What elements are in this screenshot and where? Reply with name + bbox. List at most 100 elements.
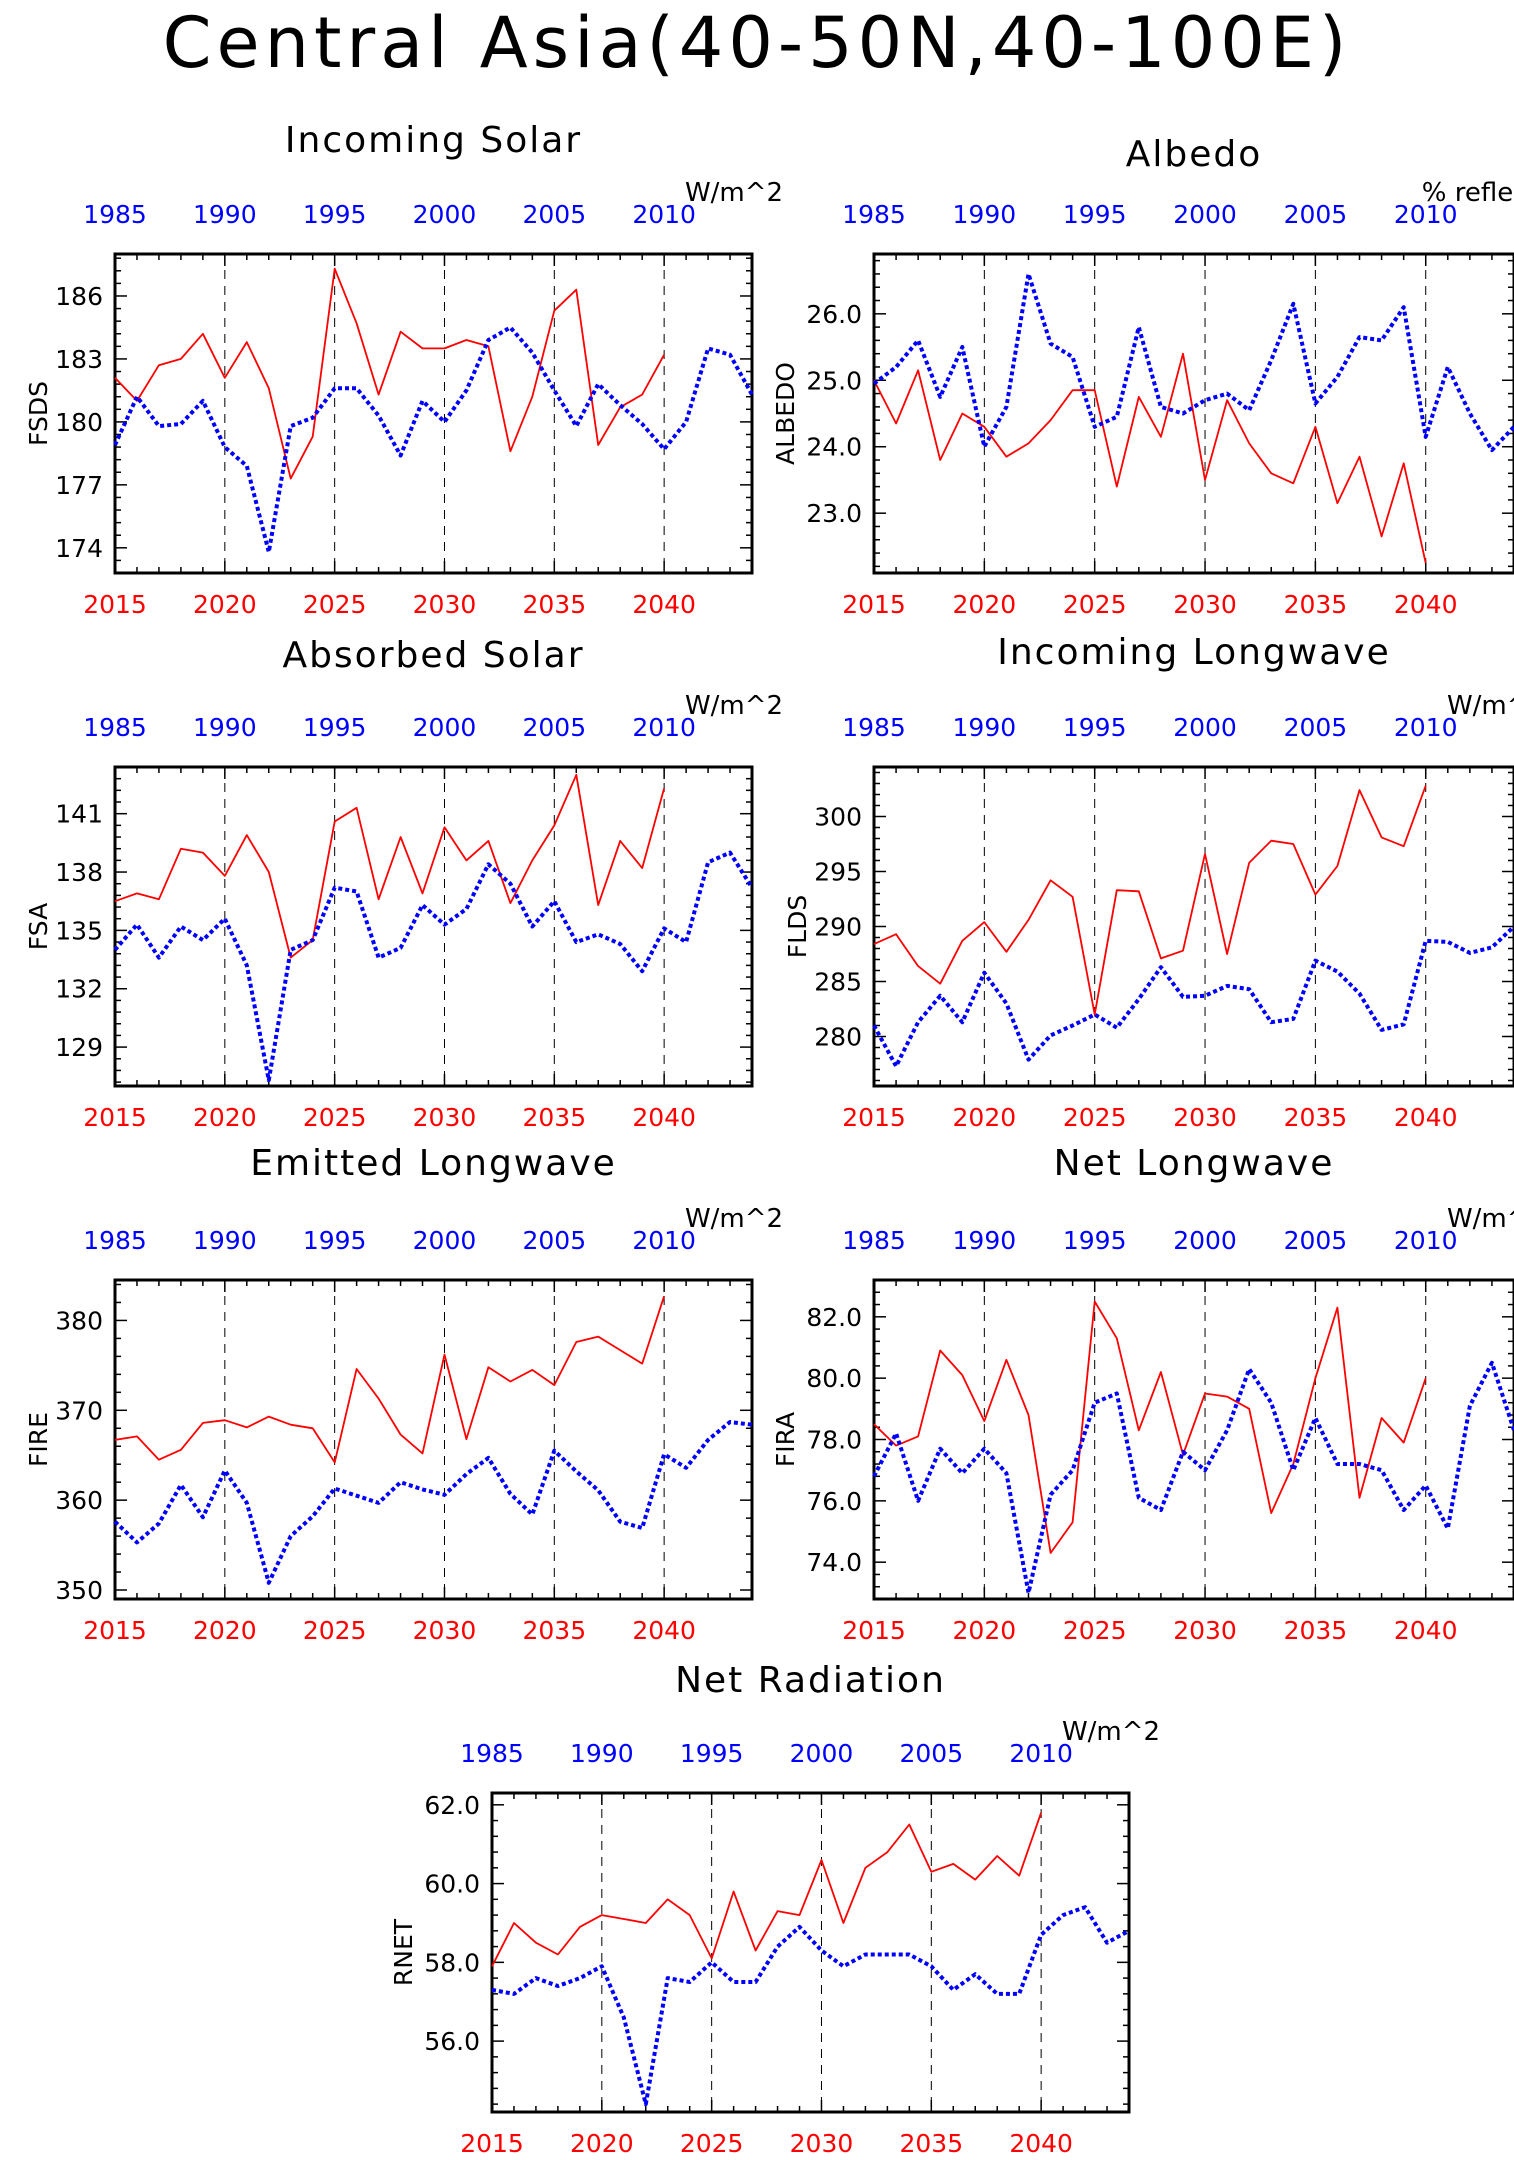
historical-series-line [872, 1360, 1514, 1595]
x-top-tick-label: 2010 [1394, 1226, 1458, 1255]
y-tick-label: 24.0 [806, 433, 862, 462]
plot-frame [872, 1278, 1514, 1601]
x-top-tick-label: 2000 [1173, 713, 1237, 742]
y-tick-label: 280 [814, 1023, 862, 1052]
x-top-tick-label: 1995 [303, 200, 367, 229]
x-bottom-tick-label: 2040 [1394, 1103, 1458, 1132]
x-bottom-tick-label: 2025 [303, 1103, 367, 1132]
units-label: W/m^2 [685, 691, 783, 721]
y-axis-label: FIRA [771, 1412, 800, 1467]
y-tick-label: 370 [55, 1396, 103, 1425]
panel-incoming-solar: Incoming Solar W/m^2 174 177 180 183 186 FSDS 20… [24, 120, 783, 619]
x-bottom-tick-label: 2020 [570, 2129, 634, 2158]
x-top-tick-label: 1995 [1063, 200, 1127, 229]
future-series-line [491, 1812, 1042, 1967]
y-axis-label: FSDS [24, 381, 53, 446]
y-tick-label: 26.0 [806, 300, 862, 329]
x-top-tick-label: 1990 [953, 1226, 1017, 1255]
y-tick-label: 58.0 [424, 1948, 480, 1977]
panel-title: Net Longwave [1054, 1143, 1335, 1184]
y-axis-label: RNET [389, 1918, 418, 1986]
y-tick-label: 25.0 [806, 366, 862, 395]
x-bottom-tick-label: 2025 [1063, 1616, 1127, 1645]
y-tick-label: 186 [55, 282, 103, 311]
x-top-tick-label: 1995 [303, 713, 367, 742]
y-axis-label: FIRE [24, 1412, 53, 1467]
panel-title: Albedo [1126, 134, 1263, 175]
y-tick-label: 295 [814, 858, 862, 887]
x-bottom-tick-label: 2030 [1173, 1103, 1237, 1132]
x-bottom-tick-label: 2025 [303, 590, 367, 619]
y-tick-label: 177 [55, 471, 103, 500]
historical-series-line [872, 271, 1514, 453]
future-series-line [114, 773, 665, 959]
y-tick-label: 290 [814, 913, 862, 942]
y-tick-label: 78.0 [806, 1426, 862, 1455]
x-bottom-tick-label: 2035 [522, 590, 586, 619]
x-top-tick-label: 1985 [83, 200, 147, 229]
y-tick-label: 300 [814, 803, 862, 832]
x-bottom-tick-label: 2035 [1284, 590, 1348, 619]
y-tick-label: 62.0 [424, 1791, 480, 1820]
x-top-tick-label: 2005 [522, 1226, 586, 1255]
x-bottom-tick-label: 2020 [953, 1616, 1017, 1645]
x-bottom-tick-label: 2015 [83, 590, 147, 619]
x-top-tick-label: 1990 [570, 1739, 634, 1768]
y-tick-label: 74.0 [806, 1548, 862, 1577]
y-tick-label: 285 [814, 968, 862, 997]
y-tick-label: 380 [55, 1306, 103, 1335]
y-tick-label: 132 [55, 975, 103, 1004]
y-tick-label: 80.0 [806, 1364, 862, 1393]
future-series-line [873, 1300, 1427, 1554]
x-bottom-tick-label: 2030 [790, 2129, 854, 2158]
x-top-tick-label: 2000 [1173, 1226, 1237, 1255]
panel-net-radiation: Net Radiation W/m^2 56.0 58.0 60.0 62.0 RNET 20… [389, 1660, 1160, 2158]
x-bottom-tick-label: 2040 [632, 1616, 696, 1645]
y-tick-label: 135 [55, 916, 103, 945]
historical-series-line [113, 850, 754, 1083]
x-bottom-tick-label: 2025 [1063, 590, 1127, 619]
panel-title: Absorbed Solar [282, 635, 584, 676]
x-top-tick-label: 1995 [1063, 1226, 1127, 1255]
units-label: W/m^2 [685, 178, 783, 208]
x-top-tick-label: 1985 [842, 1226, 906, 1255]
plot-frame [490, 1791, 1131, 2114]
future-series-line [873, 352, 1427, 564]
x-top-tick-label: 1995 [680, 1739, 744, 1768]
panel-albedo: Albedo % reflected 23.0 24.0 25.0 26.0 ALBEDO 2… [771, 134, 1514, 619]
x-top-tick-label: 2000 [790, 1739, 854, 1768]
x-bottom-tick-label: 2025 [1063, 1103, 1127, 1132]
plot-frame [113, 1278, 754, 1601]
x-bottom-tick-label: 2040 [632, 1103, 696, 1132]
x-bottom-tick-label: 2035 [899, 2129, 963, 2158]
x-top-tick-label: 1995 [1063, 713, 1127, 742]
plot-frame [113, 252, 754, 575]
x-top-tick-label: 1985 [842, 713, 906, 742]
x-bottom-tick-label: 2040 [1394, 1616, 1458, 1645]
x-bottom-tick-label: 2020 [193, 1616, 257, 1645]
x-bottom-tick-label: 2030 [413, 1103, 477, 1132]
y-tick-label: 360 [55, 1486, 103, 1515]
y-tick-label: 174 [55, 534, 103, 563]
x-top-tick-label: 1990 [193, 713, 257, 742]
units-label: W/m^2 [1062, 1717, 1160, 1747]
x-bottom-tick-label: 2040 [1009, 2129, 1073, 2158]
panel-incoming-longwave: Incoming Longwave W/m^2 280 285 290 295 300 FLD… [783, 632, 1514, 1132]
x-top-tick-label: 2000 [413, 713, 477, 742]
units-label: % reflected [1422, 178, 1514, 208]
units-label: W/m^2 [1447, 1204, 1514, 1234]
x-bottom-tick-label: 2020 [953, 1103, 1017, 1132]
x-top-tick-label: 2010 [1009, 1739, 1073, 1768]
x-top-tick-label: 2010 [1394, 713, 1458, 742]
x-top-tick-label: 2010 [1394, 200, 1458, 229]
plot-frame [872, 252, 1514, 575]
x-top-tick-label: 1985 [460, 1739, 524, 1768]
x-bottom-tick-label: 2030 [1173, 590, 1237, 619]
historical-series-line [113, 325, 754, 554]
future-series-line [114, 1295, 665, 1464]
x-bottom-tick-label: 2015 [842, 1103, 906, 1132]
y-axis-label: FSA [24, 903, 53, 950]
x-top-tick-label: 2000 [413, 1226, 477, 1255]
units-label: W/m^2 [1447, 691, 1514, 721]
